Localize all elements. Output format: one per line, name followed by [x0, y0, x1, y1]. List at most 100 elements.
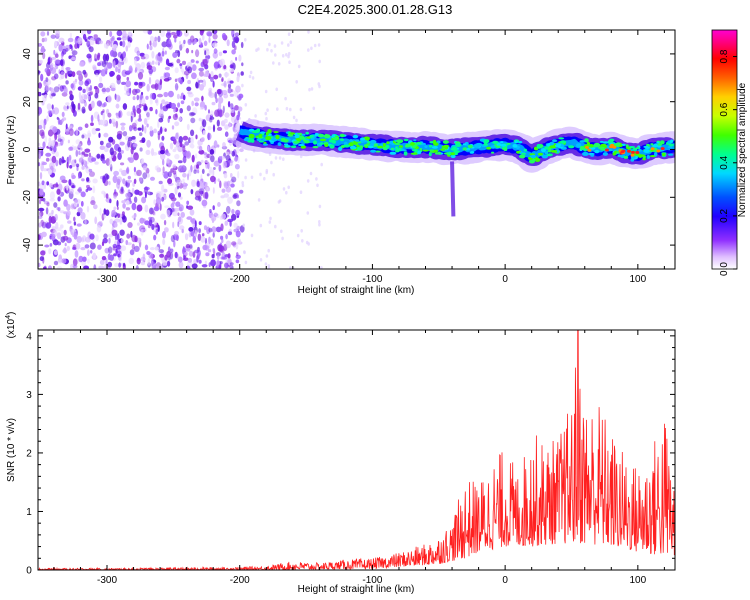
noise-dot	[158, 249, 164, 254]
band-speckle	[262, 143, 269, 146]
band-spike	[450, 161, 456, 217]
noise-dot	[99, 259, 105, 266]
noise-dot	[229, 262, 234, 266]
noise-dot	[178, 204, 184, 212]
noise-dot	[39, 172, 43, 180]
band-speckle	[549, 145, 557, 149]
band-speckle	[554, 144, 561, 148]
noise-dot	[54, 213, 58, 221]
noise-dot	[67, 220, 72, 224]
noise-dot	[172, 200, 176, 205]
noise-dot	[53, 49, 56, 56]
band-speckle	[258, 133, 263, 139]
noise-dot	[196, 254, 199, 263]
noise-dot	[175, 142, 180, 148]
noise-dot	[167, 171, 172, 178]
band-speckle	[339, 133, 345, 138]
noise-dot	[178, 136, 183, 144]
noise-dot	[145, 95, 149, 100]
noise-dot	[78, 91, 81, 100]
band-speckle	[405, 143, 412, 148]
noise-dot	[110, 50, 115, 57]
faint-dot	[242, 223, 245, 228]
noise-dot	[88, 168, 93, 173]
noise-dot	[137, 118, 142, 122]
noise-dot	[232, 194, 238, 200]
faint-dot	[274, 53, 277, 57]
band-speckle	[417, 150, 422, 155]
noise-dot	[95, 73, 99, 78]
noise-dot	[213, 48, 218, 54]
noise-dot	[198, 259, 202, 264]
noise-dot	[153, 128, 158, 134]
noise-dot	[133, 178, 137, 184]
noise-dot	[47, 169, 53, 174]
band-speckle	[441, 145, 446, 149]
band-speckle	[464, 141, 469, 146]
band-speckle	[394, 142, 401, 146]
faint-dot	[301, 239, 304, 243]
band-speckle	[613, 142, 621, 147]
band-speckle	[424, 145, 428, 149]
noise-dot	[153, 199, 156, 206]
band-speckle	[646, 155, 651, 159]
noise-dot	[203, 152, 208, 156]
noise-dot	[215, 226, 222, 233]
noise-dot	[175, 182, 181, 187]
noise-dot	[150, 176, 155, 181]
noise-dot	[132, 105, 136, 113]
noise-dot	[154, 99, 158, 104]
noise-dot	[144, 220, 150, 226]
noise-dot	[137, 127, 142, 131]
noise-dot	[96, 69, 102, 74]
noise-dot	[102, 176, 106, 184]
noise-dot	[199, 106, 204, 110]
band-speckle	[265, 131, 269, 136]
noise-dot	[77, 126, 83, 131]
noise-dot	[161, 259, 166, 263]
noise-dot	[68, 146, 74, 151]
faint-dot	[285, 190, 288, 195]
noise-dot	[166, 158, 170, 164]
noise-dot	[120, 125, 125, 131]
noise-dot	[148, 76, 152, 85]
noise-dot	[105, 258, 108, 266]
band-speckle	[440, 148, 446, 151]
faint-dot	[241, 83, 244, 88]
noise-dot	[164, 128, 167, 132]
faint-dot	[295, 80, 299, 84]
noise-dot	[87, 249, 90, 256]
x-tick-label: -100	[362, 575, 382, 586]
noise-dot	[120, 122, 126, 126]
band-speckle	[492, 140, 499, 144]
noise-dot	[234, 156, 238, 162]
noise-dot	[60, 224, 64, 229]
band-speckle	[259, 131, 266, 134]
faint-dot	[281, 54, 285, 58]
noise-dot	[204, 245, 210, 251]
band-speckle	[314, 132, 319, 137]
band-speckle	[358, 141, 362, 144]
noise-dot	[218, 164, 222, 172]
faint-dot	[308, 87, 311, 92]
band-speckle	[462, 143, 467, 146]
noise-dot	[58, 37, 65, 44]
noise-dot	[154, 246, 159, 251]
noise-dot	[112, 175, 118, 184]
x-tick-label: 100	[629, 274, 646, 285]
noise-dot	[114, 262, 120, 268]
noise-dot	[126, 76, 130, 81]
noise-dot	[236, 194, 239, 199]
noise-dot	[227, 231, 233, 236]
noise-dot	[75, 139, 81, 145]
noise-dot	[208, 236, 211, 244]
faint-dot	[244, 103, 248, 107]
noise-dot	[160, 76, 165, 80]
noise-dot	[148, 190, 150, 196]
faint-dot	[313, 43, 317, 48]
band-speckle	[638, 154, 646, 157]
noise-dot	[172, 210, 178, 217]
faint-dot	[266, 108, 269, 112]
noise-dot	[234, 105, 239, 111]
noise-dot	[139, 52, 145, 57]
